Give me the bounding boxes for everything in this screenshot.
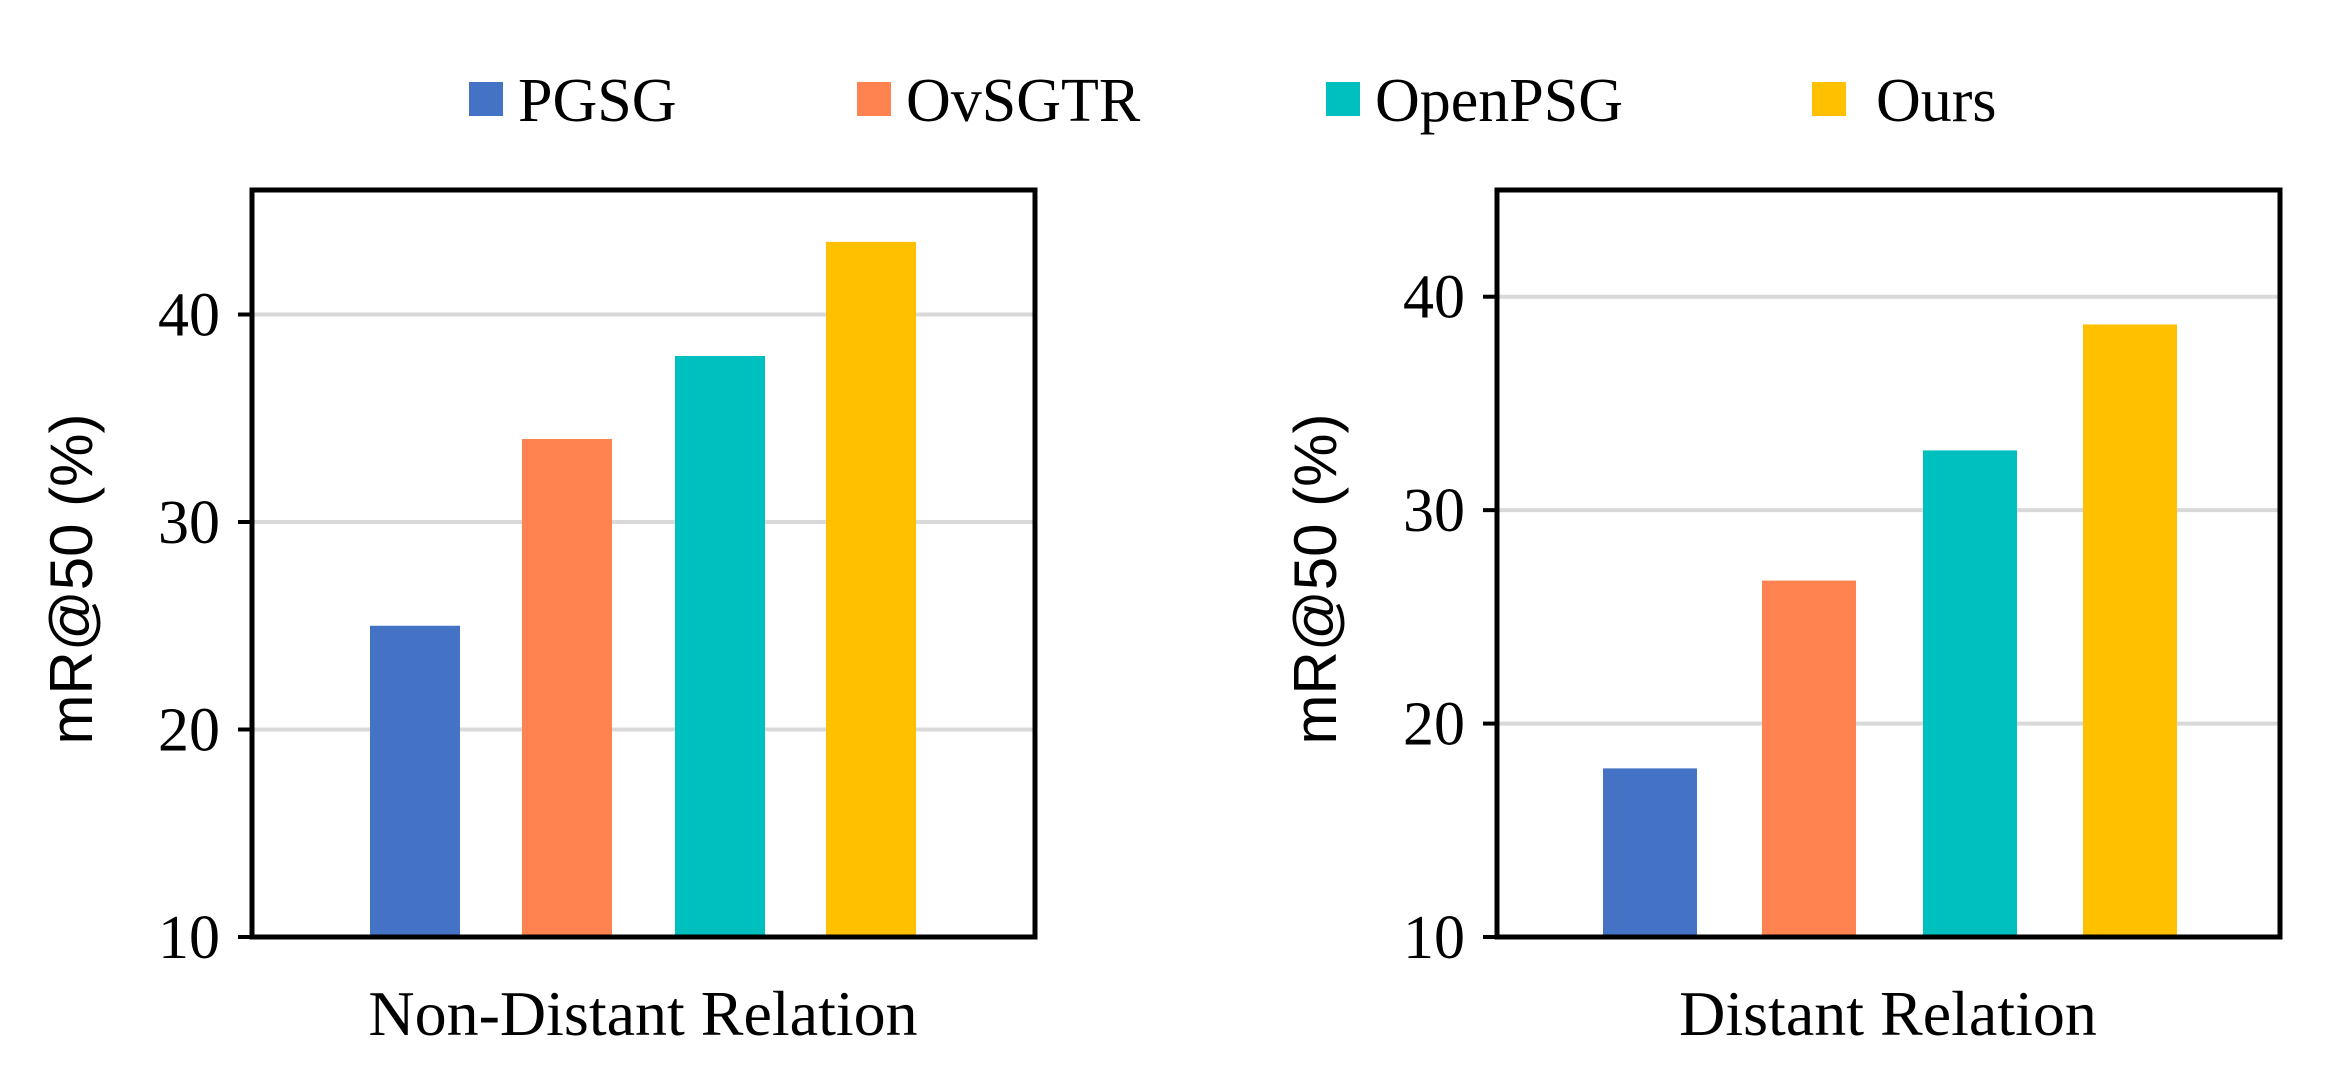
y-axis-ticks: 10 20 30 40 xyxy=(158,282,252,972)
y-tick-label-40: 40 xyxy=(158,282,220,350)
legend-swatch-ovsgtr xyxy=(857,82,891,116)
legend-swatch-openpsg xyxy=(1326,82,1360,116)
legend-swatch-ours xyxy=(1812,82,1846,116)
bar-pgsg xyxy=(1603,768,1697,937)
y-axis-label: mR@50 (%) xyxy=(1282,414,1349,745)
plot-frame xyxy=(1494,187,2283,940)
y-tick-label-30: 30 xyxy=(1403,477,1465,545)
y-tick-label-20: 20 xyxy=(158,697,220,765)
y-tick-label-10: 10 xyxy=(158,904,220,972)
y-tick-label-20: 20 xyxy=(1403,691,1465,759)
bar-pgsg xyxy=(370,625,460,937)
bar-openpsg xyxy=(1923,450,2017,937)
legend-item-openpsg: OpenPSG xyxy=(1326,67,1623,135)
y-axis-label: mR@50 (%) xyxy=(38,414,105,745)
bars xyxy=(1603,324,2177,938)
chart-distant-relation: 10 20 30 40 mR@50 (%) Distant Relation xyxy=(1282,187,2283,1049)
legend-item-pgsg: PGSG xyxy=(469,67,677,135)
legend: PGSG OvSGTR OpenPSG Ours xyxy=(469,67,1997,135)
legend-swatch-pgsg xyxy=(469,82,503,116)
bar-ours xyxy=(2083,324,2177,938)
x-axis-label: Non-Distant Relation xyxy=(368,978,917,1049)
bars xyxy=(370,241,916,937)
legend-item-ovsgtr: OvSGTR xyxy=(857,67,1141,135)
legend-label-pgsg: PGSG xyxy=(518,67,677,135)
bar-ours xyxy=(826,241,916,937)
bar-openpsg xyxy=(675,356,765,937)
legend-item-ours: Ours xyxy=(1812,67,1997,135)
grid-lines xyxy=(252,312,1035,732)
y-axis-ticks: 10 20 30 40 xyxy=(1403,264,1497,972)
bar-ovsgtr xyxy=(1762,580,1856,937)
legend-label-ovsgtr: OvSGTR xyxy=(906,67,1141,135)
plot-frame xyxy=(249,187,1038,940)
x-axis-label: Distant Relation xyxy=(1679,978,2097,1049)
legend-label-ours: Ours xyxy=(1876,67,1997,135)
y-tick-label-40: 40 xyxy=(1403,264,1465,332)
bar-ovsgtr xyxy=(522,439,612,937)
y-tick-label-10: 10 xyxy=(1403,904,1465,972)
chart-non-distant-relation: 10 20 30 40 mR@50 (%) Non-Distant Relation xyxy=(38,187,1038,1049)
y-tick-label-30: 30 xyxy=(158,489,220,557)
legend-label-openpsg: OpenPSG xyxy=(1375,67,1623,135)
